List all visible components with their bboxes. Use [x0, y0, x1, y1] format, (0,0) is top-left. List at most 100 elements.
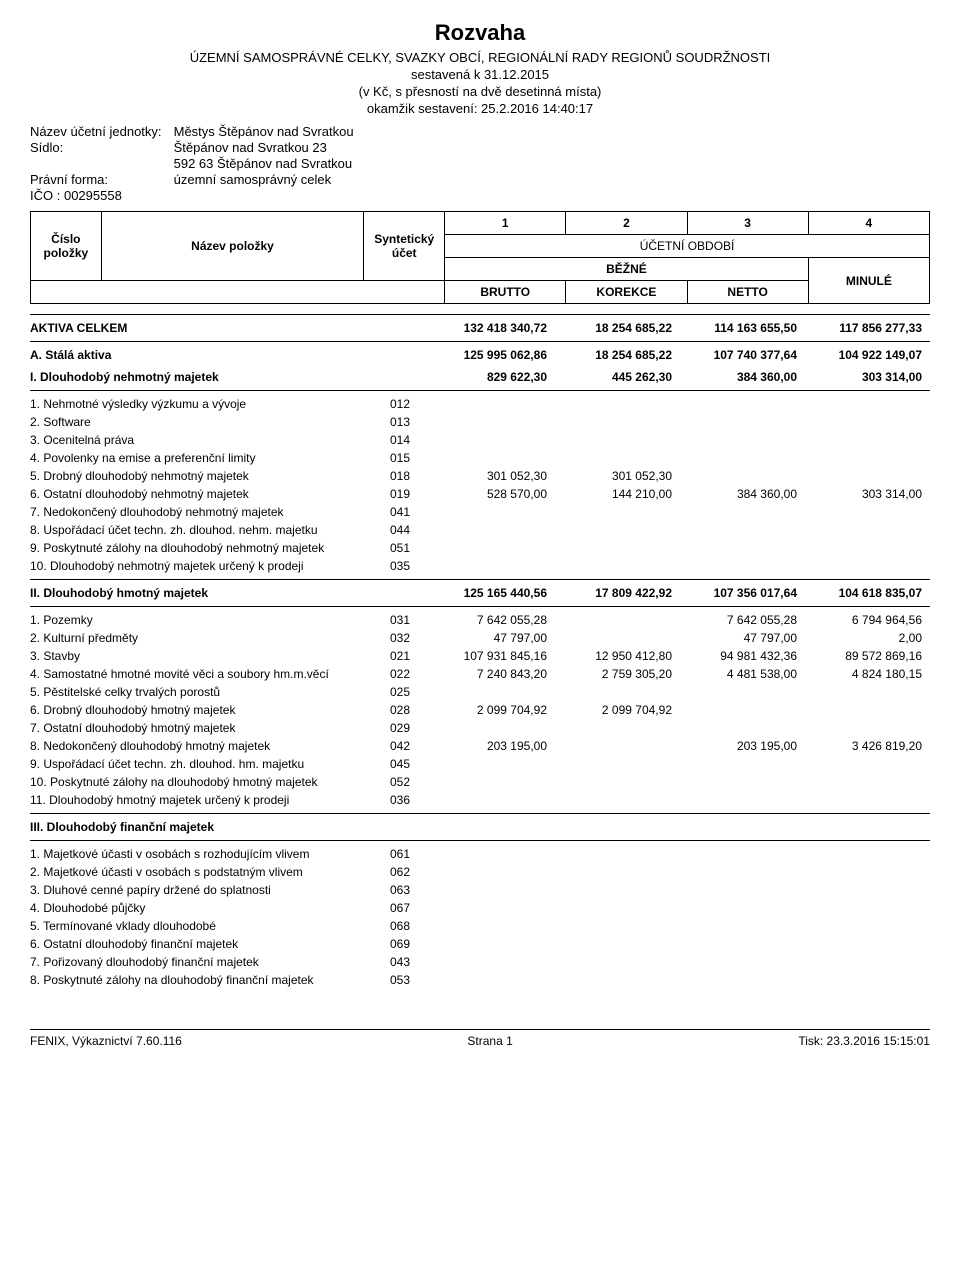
row-name: 11. Dlouhodobý hmotný majetek určený k p…: [30, 793, 370, 807]
row-netto: [680, 901, 805, 915]
row-synt: 061: [370, 847, 430, 861]
row-name: I. Dlouhodobý nehmotný majetek: [30, 370, 370, 384]
header-table: Číslo položky Název položky Syntetický ú…: [30, 211, 930, 304]
row-minule: 303 314,00: [805, 370, 930, 384]
row-netto: [680, 865, 805, 879]
row-name: 3. Stavby: [30, 649, 370, 663]
row-brutto: 528 570,00: [430, 487, 555, 501]
row-netto: 107 740 377,64: [680, 348, 805, 362]
row-minule: [805, 523, 930, 537]
seat-value-2: 592 63 Štěpánov nad Svratkou: [174, 156, 353, 171]
row-minule: [805, 793, 930, 807]
row-korekce: 445 262,30: [555, 370, 680, 384]
row-brutto: [430, 847, 555, 861]
col-num-4: 4: [808, 212, 929, 235]
footer: FENIX, Výkaznictví 7.60.116 Strana 1 Tis…: [30, 1029, 930, 1048]
row-name: 10. Dlouhodobý nehmotný majetek určený k…: [30, 559, 370, 573]
row-netto: [680, 703, 805, 717]
row-netto: [680, 433, 805, 447]
row-netto: [680, 451, 805, 465]
row-brutto: [430, 775, 555, 789]
row-brutto: [430, 505, 555, 519]
row-minule: 104 922 149,07: [805, 348, 930, 362]
row-synt: 036: [370, 793, 430, 807]
row-name: 2. Software: [30, 415, 370, 429]
data-row: 5. Pěstitelské celky trvalých porostů025: [30, 683, 930, 701]
row-name: 7. Ostatní dlouhodobý hmotný majetek: [30, 721, 370, 735]
row-netto: [680, 523, 805, 537]
row-korekce: [555, 541, 680, 555]
row-netto: 94 981 432,36: [680, 649, 805, 663]
row-synt: 042: [370, 739, 430, 753]
row-name: AKTIVA CELKEM: [30, 321, 370, 335]
data-row: 4. Povolenky na emise a preferenční limi…: [30, 449, 930, 467]
data-row: A. Stálá aktiva125 995 062,8618 254 685,…: [30, 342, 930, 368]
row-brutto: [430, 955, 555, 969]
row-korekce: [555, 937, 680, 951]
row-name: 6. Drobný dlouhodobý hmotný majetek: [30, 703, 370, 717]
seat-value: Štěpánov nad Svratkou 23: [174, 140, 327, 155]
footer-left: FENIX, Výkaznictví 7.60.116: [30, 1034, 182, 1048]
row-synt: 052: [370, 775, 430, 789]
data-row: AKTIVA CELKEM132 418 340,7218 254 685,22…: [30, 314, 930, 342]
row-korekce: [555, 631, 680, 645]
row-minule: 89 572 869,16: [805, 649, 930, 663]
row-synt: 013: [370, 415, 430, 429]
data-row: 6. Ostatní dlouhodobý finanční majetek06…: [30, 935, 930, 953]
row-korekce: 301 052,30: [555, 469, 680, 483]
row-name: 10. Poskytnuté zálohy na dlouhodobý hmot…: [30, 775, 370, 789]
row-synt: 044: [370, 523, 430, 537]
row-korekce: 144 210,00: [555, 487, 680, 501]
row-minule: [805, 685, 930, 699]
row-brutto: 125 165 440,56: [430, 586, 555, 600]
row-minule: [805, 847, 930, 861]
row-synt: [370, 321, 430, 335]
row-name: 1. Majetkové účasti v osobách s rozhoduj…: [30, 847, 370, 861]
row-minule: [805, 865, 930, 879]
row-korekce: [555, 523, 680, 537]
row-brutto: [430, 883, 555, 897]
row-synt: 062: [370, 865, 430, 879]
row-synt: 014: [370, 433, 430, 447]
row-name: A. Stálá aktiva: [30, 348, 370, 362]
row-netto: [680, 820, 805, 834]
row-korekce: [555, 721, 680, 735]
col-minule: MINULÉ: [808, 258, 929, 304]
row-netto: [680, 757, 805, 771]
row-brutto: 7 240 843,20: [430, 667, 555, 681]
form-label: Právní forma:: [30, 172, 170, 187]
row-korekce: 2 099 704,92: [555, 703, 680, 717]
row-brutto: [430, 937, 555, 951]
row-korekce: 18 254 685,22: [555, 321, 680, 335]
row-synt: 053: [370, 973, 430, 987]
row-minule: [805, 973, 930, 987]
meta-block: Název účetní jednotky: Městys Štěpánov n…: [30, 124, 930, 203]
row-name: 1. Pozemky: [30, 613, 370, 627]
row-netto: 7 642 055,28: [680, 613, 805, 627]
row-name: 8. Poskytnuté zálohy na dlouhodobý finan…: [30, 973, 370, 987]
row-korekce: [555, 505, 680, 519]
row-korekce: 17 809 422,92: [555, 586, 680, 600]
row-brutto: [430, 757, 555, 771]
row-minule: [805, 703, 930, 717]
row-netto: [680, 793, 805, 807]
row-minule: [805, 397, 930, 411]
col-cislo: Číslo položky: [31, 212, 102, 281]
footer-center: Strana 1: [467, 1034, 512, 1048]
row-name: III. Dlouhodobý finanční majetek: [30, 820, 370, 834]
row-netto: [680, 505, 805, 519]
row-korekce: [555, 397, 680, 411]
footer-right: Tisk: 23.3.2016 15:15:01: [798, 1034, 930, 1048]
row-synt: [370, 586, 430, 600]
row-korekce: [555, 559, 680, 573]
row-netto: [680, 415, 805, 429]
row-brutto: [430, 901, 555, 915]
row-name: 8. Nedokončený dlouhodobý hmotný majetek: [30, 739, 370, 753]
col-brutto: BRUTTO: [445, 281, 566, 304]
data-row: 2. Kulturní předměty03247 797,0047 797,0…: [30, 629, 930, 647]
row-minule: [805, 820, 930, 834]
data-row: 4. Dlouhodobé půjčky067: [30, 899, 930, 917]
row-synt: [370, 370, 430, 384]
row-netto: [680, 955, 805, 969]
row-minule: [805, 451, 930, 465]
